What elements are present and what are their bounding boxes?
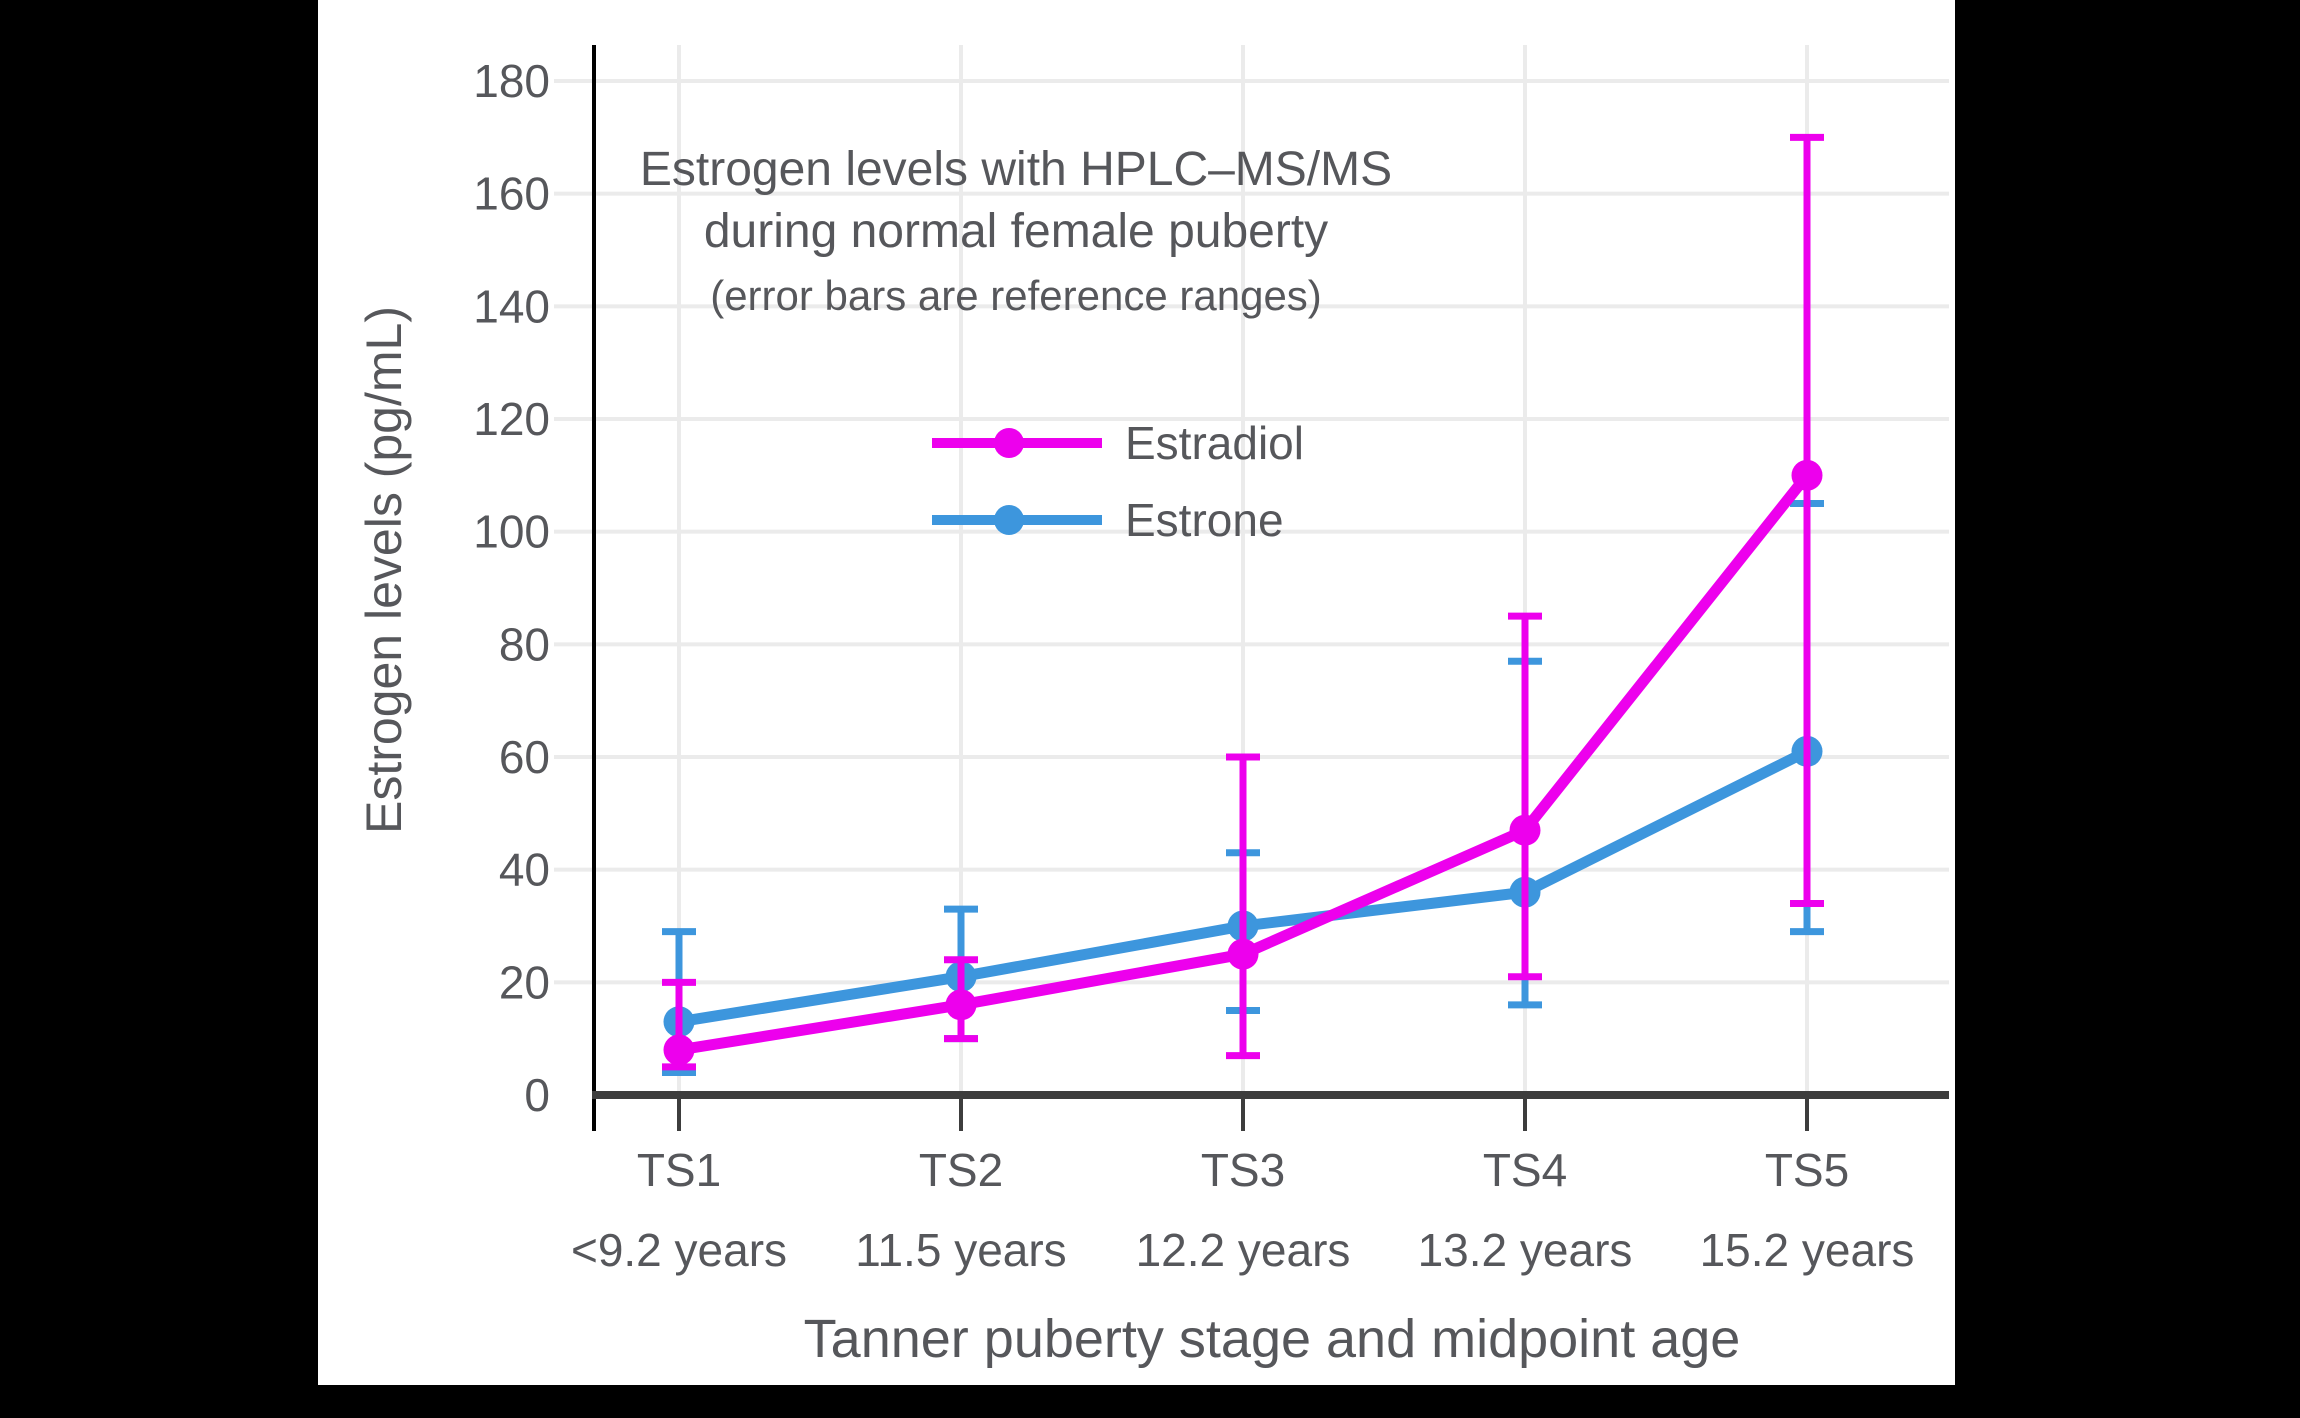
y-tick-label: 80	[499, 618, 550, 670]
legend-item-estrone: Estrone	[931, 494, 1304, 546]
legend-label: Estrone	[1125, 494, 1284, 546]
chart-title-line2: during normal female puberty	[703, 205, 1329, 258]
legend-item-estradiol: Estradiol	[931, 417, 1304, 469]
estradiol-marker	[1509, 814, 1541, 846]
legend-dot	[994, 428, 1024, 458]
y-axis-title: Estrogen levels (pg/mL)	[356, 305, 412, 835]
x-tick-label-stage: TS5	[1765, 1144, 1849, 1196]
chart-subtitle: (error bars are reference ranges)	[710, 272, 1322, 319]
y-tick-label: 60	[499, 731, 550, 783]
estradiol-marker	[1791, 459, 1823, 491]
chart-title-line1: Estrogen levels with HPLC–MS/MS	[639, 143, 1393, 196]
chart-card: 0 20 40 60 80 100 120 140 160 180 TS1 TS2 TS3 TS4 TS5 <…	[318, 0, 1955, 1385]
y-tick-label: 180	[473, 55, 550, 107]
y-tick-label: 20	[499, 956, 550, 1008]
x-axis-title: Tanner puberty stage and midpoint age	[803, 1309, 1741, 1369]
y-tick-label: 140	[473, 280, 550, 332]
legend-label: Estradiol	[1125, 417, 1304, 469]
legend-dot	[994, 505, 1024, 535]
x-tick-label-age: 12.2 years	[1136, 1224, 1351, 1276]
x-tick-label-stage: TS3	[1201, 1144, 1285, 1196]
x-tick-label-stage: TS1	[637, 1144, 721, 1196]
x-tick-label-age: 11.5 years	[855, 1224, 1066, 1276]
x-tick-label-age: 15.2 years	[1700, 1224, 1915, 1276]
estradiol-marker	[945, 989, 977, 1021]
x-tick-label-stage: TS2	[919, 1144, 1003, 1196]
x-tick-label-stage: TS4	[1483, 1144, 1567, 1196]
y-tick-label: 120	[473, 393, 550, 445]
legend-marker-estrone	[932, 505, 1102, 535]
legend-marker-estradiol	[932, 428, 1102, 458]
estradiol-marker	[1227, 938, 1259, 970]
x-tick-label-age: <9.2 years	[571, 1224, 787, 1276]
estradiol-marker	[663, 1034, 695, 1066]
y-tick-label: 0	[524, 1069, 550, 1121]
legend: Estradiol Estrone	[931, 417, 1304, 546]
y-tick-label: 100	[473, 506, 550, 558]
y-tick-label: 160	[473, 168, 550, 220]
estrogen-line-chart: 0 20 40 60 80 100 120 140 160 180 TS1 TS2 TS3 TS4 TS5 <…	[473, 45, 1949, 1276]
x-tick-label-age: 13.2 years	[1418, 1224, 1633, 1276]
y-tick-label: 40	[499, 844, 550, 896]
